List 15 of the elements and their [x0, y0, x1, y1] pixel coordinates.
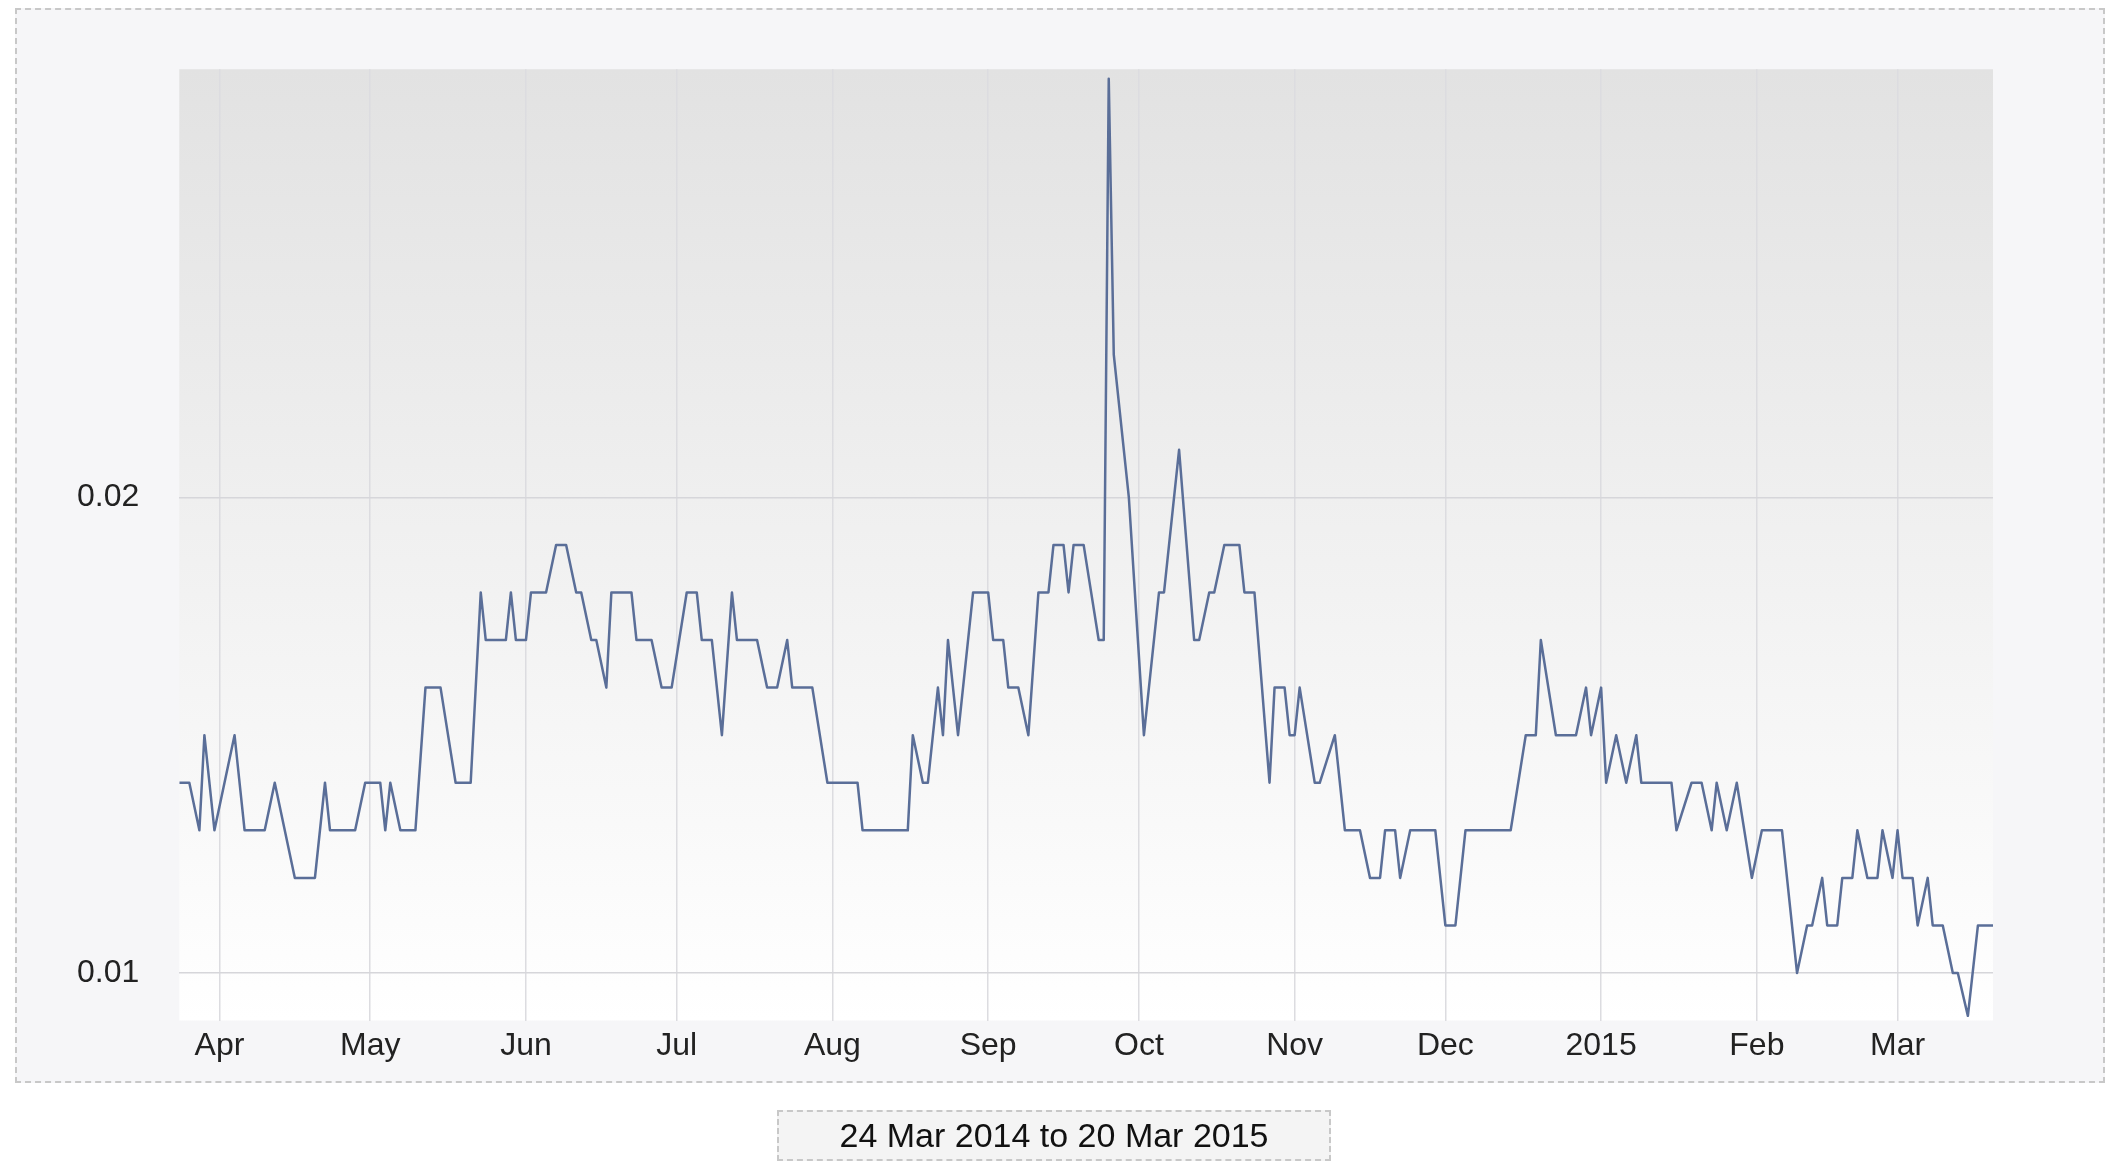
x-tick-label: Nov: [1266, 1025, 1324, 1062]
x-tick-label: Feb: [1729, 1025, 1785, 1062]
x-tick-label: Mar: [1869, 1025, 1926, 1062]
x-tick-label: Dec: [1416, 1025, 1474, 1062]
x-tick-label: Aug: [803, 1025, 861, 1062]
x-tick-label: May: [339, 1025, 401, 1062]
x-tick-label: Jun: [500, 1025, 552, 1062]
x-tick-label: Sep: [959, 1025, 1017, 1062]
x-tick-label: Jul: [656, 1025, 698, 1062]
x-tick-label: Oct: [1114, 1025, 1164, 1062]
y-tick-label: 0.01: [77, 952, 140, 989]
text: 24 Mar 2014 to 20 Mar 2015: [777, 1110, 1331, 1161]
x-tick-label: 2015: [1565, 1025, 1637, 1062]
x-tick-label: Apr: [194, 1025, 245, 1062]
y-tick-label: 0.02: [77, 477, 140, 514]
